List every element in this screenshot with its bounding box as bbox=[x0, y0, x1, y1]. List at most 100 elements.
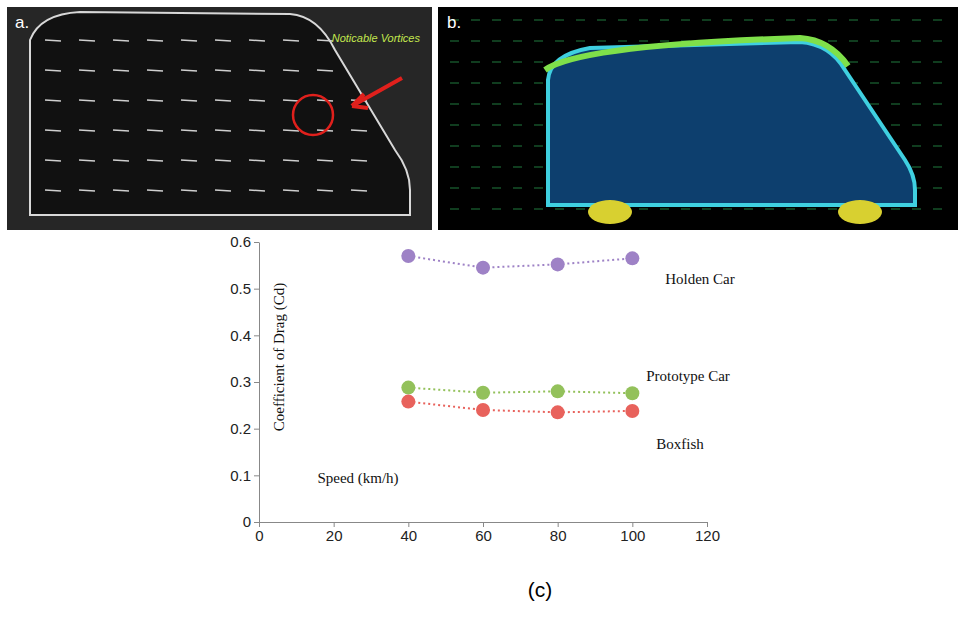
tuft bbox=[45, 130, 61, 131]
flow-vector bbox=[492, 125, 501, 126]
flow-vector bbox=[534, 209, 543, 210]
flow-vector bbox=[765, 209, 774, 210]
flow-vector bbox=[450, 104, 459, 105]
flow-vector bbox=[702, 20, 711, 21]
tuft bbox=[181, 130, 197, 131]
tick: 60 bbox=[475, 522, 492, 544]
tuft bbox=[45, 190, 61, 191]
wheel bbox=[838, 200, 882, 224]
flow-vector bbox=[849, 62, 858, 63]
flow-vector bbox=[912, 167, 921, 168]
tuft bbox=[249, 40, 265, 41]
flow-vector bbox=[492, 146, 501, 147]
tuft bbox=[79, 70, 95, 71]
flow-vector bbox=[513, 62, 522, 63]
tuft bbox=[317, 190, 333, 191]
tick-label: 0.3 bbox=[230, 373, 251, 390]
tuft bbox=[113, 70, 129, 71]
data-point bbox=[551, 257, 565, 271]
tick: 0.1 bbox=[230, 467, 259, 484]
flow-vector bbox=[492, 62, 501, 63]
flow-vector bbox=[450, 62, 459, 63]
tick-label: 100 bbox=[620, 527, 645, 544]
flow-vector bbox=[912, 83, 921, 84]
tuft bbox=[79, 100, 95, 101]
flow-vector bbox=[639, 209, 648, 210]
flow-vector bbox=[660, 20, 669, 21]
flow-vector bbox=[744, 20, 753, 21]
flow-vector bbox=[492, 83, 501, 84]
tuft bbox=[79, 40, 95, 41]
flow-vector bbox=[513, 167, 522, 168]
tuft bbox=[181, 40, 197, 41]
flow-vector bbox=[471, 125, 480, 126]
flow-vector bbox=[534, 83, 543, 84]
flow-vector bbox=[471, 83, 480, 84]
tuft bbox=[147, 40, 163, 41]
flow-vector bbox=[555, 20, 564, 21]
roof-highlight bbox=[545, 38, 848, 70]
flow-vector bbox=[849, 20, 858, 21]
tuft bbox=[249, 70, 265, 71]
tuft bbox=[45, 40, 61, 41]
flow-vector bbox=[933, 104, 942, 105]
flow-vector bbox=[765, 20, 774, 21]
tick: 0 bbox=[255, 522, 263, 544]
tuft bbox=[215, 130, 231, 131]
data-point bbox=[476, 261, 490, 275]
panel-label: b. bbox=[447, 13, 461, 32]
tick: 0.5 bbox=[230, 280, 259, 297]
series-label: Holden Car bbox=[665, 271, 735, 287]
tick-mark bbox=[254, 335, 259, 336]
flow-vector bbox=[618, 41, 627, 42]
flow-vector bbox=[555, 209, 564, 210]
tick: 0.6 bbox=[230, 233, 259, 250]
tuft bbox=[113, 160, 129, 161]
tick-mark bbox=[254, 242, 259, 243]
data-point bbox=[476, 403, 490, 417]
panel-caption: (c) bbox=[528, 578, 553, 601]
flow-vector bbox=[576, 209, 585, 210]
flow-vector bbox=[891, 41, 900, 42]
tick-label: 0.6 bbox=[230, 233, 251, 250]
flow-vector bbox=[849, 41, 858, 42]
panel-b-background bbox=[438, 7, 958, 230]
flow-vector bbox=[534, 188, 543, 189]
panel-label: a. bbox=[15, 13, 29, 32]
flow-vector bbox=[471, 104, 480, 105]
flow-vector bbox=[534, 62, 543, 63]
tuft bbox=[283, 190, 299, 191]
flow-vector bbox=[492, 104, 501, 105]
flow-vector bbox=[933, 188, 942, 189]
tuft bbox=[45, 160, 61, 161]
flow-vector bbox=[807, 20, 816, 21]
flow-vector bbox=[471, 209, 480, 210]
tick-label: 40 bbox=[400, 527, 417, 544]
flow-vector bbox=[933, 41, 942, 42]
flow-vector bbox=[555, 41, 564, 42]
tuft bbox=[317, 70, 333, 71]
flow-vector bbox=[912, 62, 921, 63]
flow-vector bbox=[912, 20, 921, 21]
flow-vector bbox=[723, 20, 732, 21]
flow-vector bbox=[639, 20, 648, 21]
flow-vector bbox=[870, 41, 879, 42]
tuft bbox=[113, 190, 129, 191]
flow-vector bbox=[660, 41, 669, 42]
vortex-circle bbox=[293, 95, 333, 135]
tufts bbox=[45, 40, 367, 191]
flow-vector bbox=[933, 20, 942, 21]
tuft bbox=[147, 70, 163, 71]
flow-vector bbox=[891, 125, 900, 126]
flow-vector bbox=[450, 41, 459, 42]
tick: 20 bbox=[326, 522, 343, 544]
panel-a-background bbox=[7, 7, 432, 230]
flow-vector bbox=[513, 188, 522, 189]
tick: 40 bbox=[400, 522, 417, 544]
flow-vector bbox=[597, 41, 606, 42]
flow-vector bbox=[660, 209, 669, 210]
flow-vector bbox=[807, 209, 816, 210]
tuft bbox=[215, 190, 231, 191]
tick: 0 bbox=[243, 513, 259, 530]
series-line bbox=[408, 402, 632, 413]
